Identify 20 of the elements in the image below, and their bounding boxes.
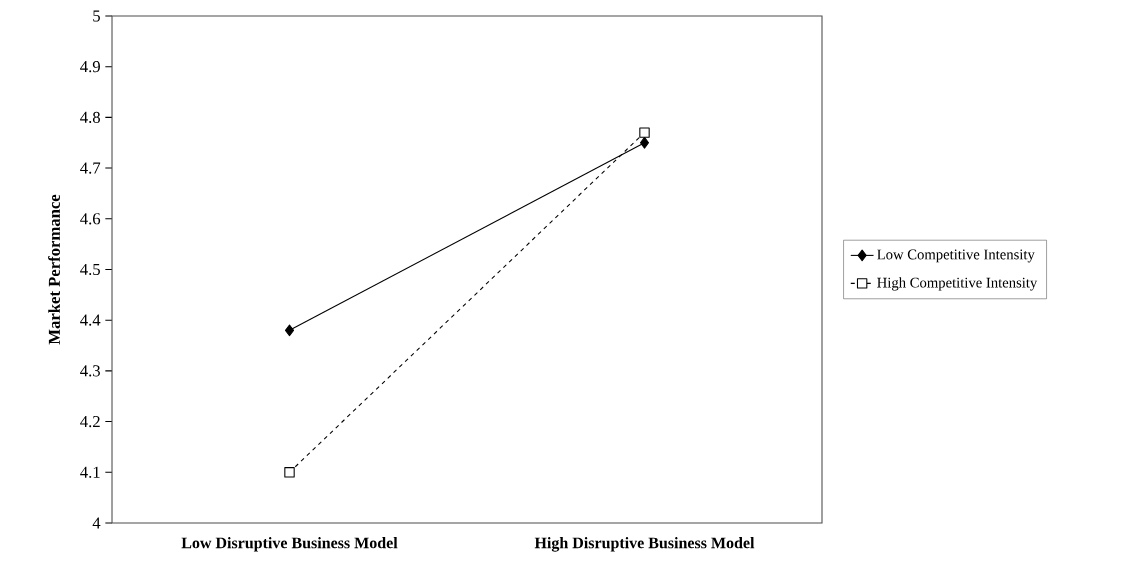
y-tick-label: 4.3 [80, 365, 100, 377]
x-tick-label: Low Disruptive Business Model [181, 537, 398, 552]
x-tick-label: High Disruptive Business Model [534, 537, 755, 552]
y-tick-label: 4 [92, 517, 101, 529]
y-tick-label: 4.9 [80, 61, 100, 73]
y-tick-label: 5 [93, 10, 100, 22]
point [284, 467, 295, 478]
y-axis-title: Market Performance [48, 194, 60, 345]
point [639, 127, 650, 138]
y-tick-label: 4.2 [80, 415, 100, 428]
y-tick-label: 4.4 [80, 314, 101, 326]
legend-label: Low Competitive Intensity [877, 249, 1035, 263]
point [639, 136, 650, 149]
legend-label: High Competitive Intensity [877, 277, 1038, 291]
y-tick-label: 4.5 [80, 263, 100, 276]
y-tick-label: 4.8 [80, 111, 100, 124]
y-tick-label: 4.7 [80, 162, 101, 174]
y-tick-label: 4.6 [80, 213, 101, 225]
y-tick-label: 4.1 [80, 466, 100, 478]
point [284, 324, 295, 337]
